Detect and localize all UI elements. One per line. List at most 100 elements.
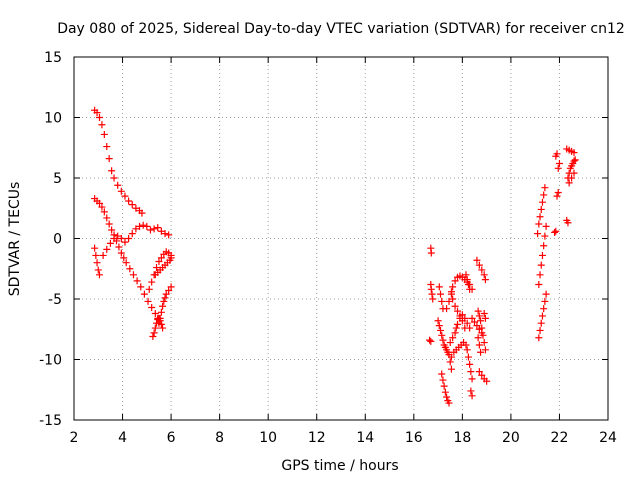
data-point-plus-marker (114, 232, 122, 240)
data-point-plus-marker (463, 319, 471, 327)
data-point-plus-marker (553, 192, 561, 200)
x-tick-label: 10 (259, 430, 277, 446)
data-point-plus-marker (117, 187, 125, 195)
x-tick-label: 24 (599, 430, 617, 446)
data-point-plus-marker (125, 197, 133, 205)
data-point-plus-marker (93, 259, 101, 267)
data-point-plus-marker (167, 283, 175, 291)
x-tick-label: 18 (453, 430, 471, 446)
data-series (91, 106, 579, 407)
data-point-plus-marker (447, 353, 455, 361)
data-point-plus-marker (143, 222, 151, 230)
data-point-plus-marker (167, 254, 175, 262)
data-point-plus-marker (534, 230, 542, 238)
data-point-plus-marker (570, 157, 578, 165)
data-point-plus-marker (129, 271, 137, 279)
data-point-plus-marker (165, 231, 173, 239)
x-tick-label: 20 (502, 430, 520, 446)
data-point-plus-marker (435, 322, 443, 330)
series-arc33 (552, 150, 561, 160)
data-point-plus-marker (554, 189, 562, 197)
data-point-plus-marker (481, 276, 489, 284)
series-arc19 (462, 271, 474, 293)
x-tick-label: 14 (356, 430, 374, 446)
y-axis-ticks: -15 -10 -5 0 5 10 15 (39, 50, 608, 429)
data-point-plus-marker (132, 204, 140, 212)
data-point-plus-marker (154, 224, 162, 232)
data-point-plus-marker (554, 164, 562, 172)
data-point-plus-marker (427, 249, 435, 257)
data-point-plus-marker (98, 203, 106, 211)
data-point-plus-marker (427, 285, 435, 293)
data-point-plus-marker (467, 387, 475, 395)
data-point-plus-marker (144, 297, 152, 305)
data-point-plus-marker (454, 320, 462, 328)
data-point-plus-marker (568, 174, 576, 182)
data-point-plus-marker (117, 235, 125, 242)
data-point-plus-marker (438, 297, 446, 305)
data-point-plus-marker (474, 334, 482, 342)
series-arc30 (551, 227, 560, 236)
data-point-plus-marker (153, 319, 161, 327)
x-tick-label: 12 (308, 430, 326, 446)
data-point-plus-marker (541, 297, 549, 305)
x-axis-label: GPS time / hours (281, 458, 398, 474)
series-arc32 (554, 159, 563, 172)
series-arc27 (535, 222, 550, 288)
data-point-plus-marker (114, 181, 122, 189)
data-point-plus-marker (159, 324, 167, 332)
data-point-plus-marker (439, 336, 447, 344)
series-arc1 (91, 106, 146, 217)
y-tick-label: 0 (53, 232, 62, 248)
data-point-plus-marker (149, 333, 157, 341)
data-point-plus-marker (541, 184, 549, 192)
data-point-plus-marker (435, 283, 443, 291)
series-arc36 (564, 156, 579, 182)
data-point-plus-marker (438, 331, 446, 339)
series-arc25 (475, 368, 491, 385)
data-point-plus-marker (463, 346, 471, 354)
data-point-plus-marker (537, 205, 545, 213)
data-point-plus-marker (468, 314, 476, 322)
data-point-plus-marker (100, 208, 108, 216)
series-arc23 (474, 307, 489, 354)
x-axis-ticks: 2 4 6 8 10 12 14 16 18 20 22 24 (70, 57, 617, 446)
data-point-plus-marker (95, 199, 103, 207)
data-point-plus-marker (138, 209, 146, 217)
plot-frame (73, 56, 609, 421)
data-point-plus-marker (475, 261, 483, 269)
series-arc3 (91, 244, 103, 279)
x-tick-label: 6 (167, 430, 176, 446)
data-point-plus-marker (92, 251, 100, 259)
data-point-plus-marker (148, 278, 156, 286)
data-point-plus-marker (165, 287, 173, 295)
series-arc37 (565, 169, 578, 187)
data-point-plus-marker (540, 242, 548, 250)
series-arc8 (156, 283, 175, 322)
data-point-plus-marker (536, 326, 544, 334)
data-point-plus-marker (443, 393, 451, 401)
data-point-plus-marker (483, 377, 491, 385)
data-point-plus-marker (95, 271, 103, 279)
series-arc14 (438, 370, 453, 407)
data-point-plus-marker (136, 222, 144, 230)
data-point-plus-marker (148, 303, 156, 311)
data-point-plus-marker (479, 331, 487, 339)
data-point-plus-marker (446, 339, 454, 347)
data-point-plus-marker (117, 249, 125, 257)
data-point-plus-marker (434, 317, 442, 325)
data-point-plus-marker (439, 376, 447, 384)
data-point-plus-marker (95, 114, 103, 121)
series-arc22 (473, 256, 489, 284)
data-point-plus-marker (565, 179, 573, 187)
data-point-plus-marker (538, 251, 546, 259)
series-arc12 (435, 283, 447, 313)
x-tick-label: 4 (118, 430, 127, 446)
data-point-plus-marker (151, 324, 159, 332)
data-point-plus-marker (540, 305, 548, 313)
data-point-plus-marker (157, 254, 165, 262)
data-point-plus-marker (91, 244, 99, 252)
series-arc26 (480, 310, 489, 322)
series-arc11 (426, 336, 435, 345)
grid-lines (74, 57, 608, 420)
